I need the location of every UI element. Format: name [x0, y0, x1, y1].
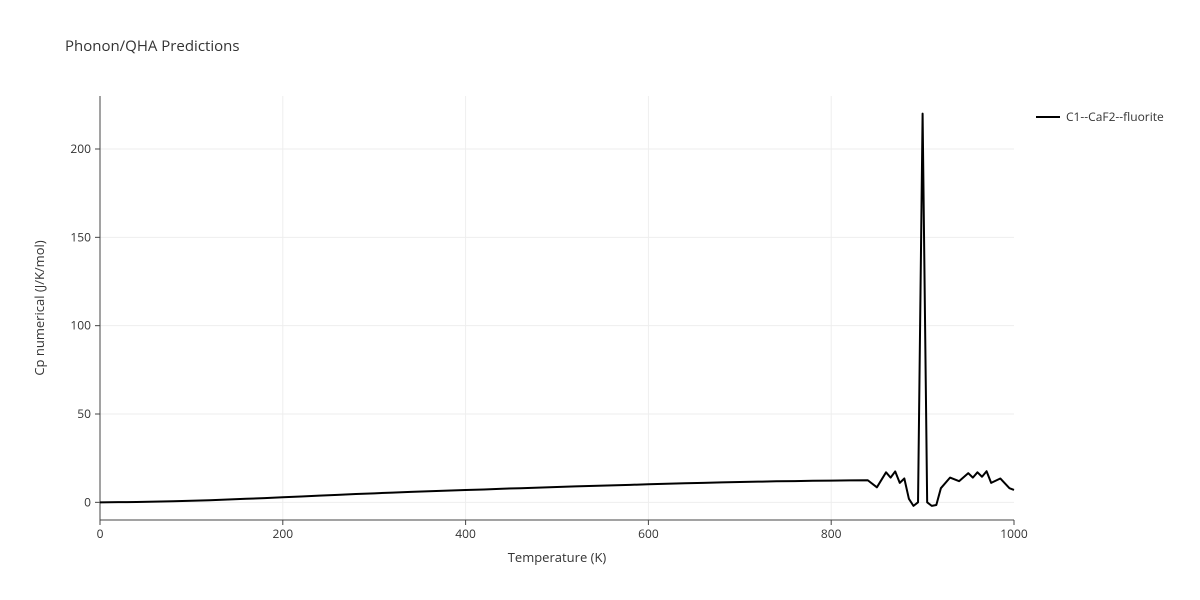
x-tick-label: 600 — [638, 525, 659, 542]
legend-swatch — [1036, 116, 1060, 118]
chart-container: Phonon/QHA Predictions 02004006008001000… — [0, 0, 1200, 600]
x-tick-label: 0 — [97, 525, 104, 542]
y-tick-label: 0 — [84, 493, 91, 510]
legend-item: C1--CaF2--fluorite — [1036, 108, 1164, 125]
series-line — [100, 114, 1014, 506]
y-tick-label: 50 — [77, 405, 91, 422]
y-tick-label: 100 — [70, 317, 91, 334]
legend: C1--CaF2--fluorite — [1036, 108, 1164, 125]
y-tick-label: 150 — [70, 228, 91, 245]
x-tick-label: 1000 — [1000, 525, 1028, 542]
y-axis-label: Cp numerical (J/K/mol) — [30, 240, 48, 375]
y-tick-label: 200 — [70, 140, 91, 157]
x-tick-label: 800 — [821, 525, 842, 542]
chart-plot: 0 200 400 600 800 1000 0 50 100 150 200 Temperature… — [0, 0, 1200, 600]
legend-label: C1--CaF2--fluorite — [1066, 108, 1164, 125]
x-tick-label: 200 — [273, 525, 294, 542]
chart-title: Phonon/QHA Predictions — [65, 36, 240, 56]
x-tick-label: 400 — [455, 525, 476, 542]
x-axis-label: Temperature (K) — [508, 548, 607, 566]
